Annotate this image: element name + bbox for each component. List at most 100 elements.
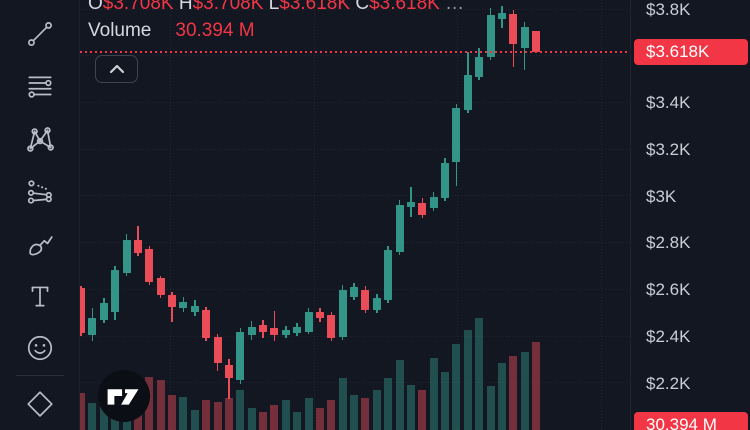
volume-bar (168, 394, 176, 430)
drawing-toolbar (0, 0, 80, 430)
price-axis-label: $2.2K (646, 373, 691, 393)
candle-body (293, 326, 302, 333)
volume-bar (441, 372, 449, 430)
price-axis-label: $3.4K (646, 93, 691, 112)
candle-body (520, 26, 529, 49)
candle-body (406, 202, 415, 207)
chart-pane[interactable]: O$3.708K H$3.708K L$3.618K C$3.618K … Vo… (80, 0, 630, 430)
candle-body (304, 311, 313, 333)
horizontal-gridline (80, 382, 630, 383)
volume-bar (99, 401, 108, 430)
volume-bar (315, 407, 324, 430)
volume-bar (80, 392, 85, 430)
prediction-measure-icon (25, 177, 55, 210)
volume-bar (429, 357, 438, 430)
close-label: C (355, 0, 370, 14)
horizontal-gridline (80, 9, 630, 10)
horizontal-gridline (80, 195, 630, 196)
candle-body (486, 15, 495, 57)
price-axis[interactable]: $3.618K 30.394 M $3.8K $3.4K $3.2K $3K $2.8K… (630, 0, 750, 430)
candle-body (452, 107, 461, 162)
prediction-measure-tool-button[interactable] (18, 171, 62, 215)
candle-body (190, 306, 199, 312)
emoji-tool-button[interactable] (18, 327, 62, 371)
collapse-legend-button[interactable] (95, 55, 138, 83)
volume-bar (486, 385, 495, 430)
candle-wick (273, 311, 276, 341)
volume-bar (384, 377, 393, 430)
candle-body (361, 289, 370, 311)
volume-bar (463, 330, 472, 430)
volume-bar (236, 390, 245, 430)
volume-bar (304, 397, 313, 430)
measure-diamond-icon (25, 388, 55, 421)
volume-bar (247, 407, 256, 430)
price-axis-label: $3K (646, 186, 677, 206)
close-value: $3.618K (369, 0, 440, 14)
vertical-gridline (457, 0, 458, 430)
horizontal-gridline (80, 55, 630, 56)
candle-body (88, 318, 97, 336)
candle-body (532, 30, 540, 52)
fib-retracement-tool-button[interactable] (18, 66, 62, 110)
volume-bar (281, 399, 290, 430)
low-value: $3.618K (279, 0, 351, 14)
price-axis-label: $2.8K (646, 233, 691, 253)
volume-bar (406, 385, 415, 430)
tradingview-logo[interactable] (97, 369, 151, 423)
current-price-badge-text: $3.618K (646, 41, 710, 61)
volume-bar (327, 399, 336, 430)
xabcd-pattern-icon (25, 125, 55, 158)
volume-bar (509, 355, 518, 430)
horizontal-gridline (80, 149, 630, 150)
volume-bar (259, 412, 267, 430)
candle-wick (171, 292, 173, 322)
price-axis-label: $2.4K (646, 326, 691, 346)
volume-bar (179, 396, 188, 430)
fib-retracement-icon (25, 72, 55, 105)
ohlc-legend: O$3.708K H$3.708K L$3.618K C$3.618K … (88, 0, 464, 15)
horizontal-gridline (80, 102, 630, 103)
candle-body (372, 297, 381, 311)
volume-bar (293, 412, 302, 430)
brush-icon (25, 229, 55, 262)
candle-body (463, 74, 472, 110)
volume-bar (475, 317, 484, 430)
candle-body (509, 13, 518, 45)
horizontal-gridline (80, 336, 630, 337)
candle-body (441, 163, 449, 199)
high-label: H (178, 0, 193, 14)
volume-bar (156, 379, 165, 430)
candle-body (281, 329, 290, 336)
legend-more-ellipsis[interactable]: … (445, 0, 465, 14)
open-label: O (88, 0, 103, 14)
volume-bar (452, 344, 461, 430)
xabcd-pattern-tool-button[interactable] (18, 119, 62, 163)
text-tool-button[interactable] (18, 275, 62, 319)
volume-bar (520, 352, 529, 430)
measure-tool-button[interactable] (18, 382, 62, 426)
candle-body (156, 278, 165, 295)
volume-bar (395, 359, 404, 430)
chevron-up-icon (109, 62, 125, 77)
volume-bar (88, 403, 97, 430)
current-price-badge: $3.618K (634, 38, 748, 65)
candle-body (475, 56, 484, 77)
toolbar-divider (15, 375, 64, 376)
volume-bar (190, 410, 199, 430)
candle-body (270, 328, 279, 336)
volume-bar (497, 363, 506, 430)
candle-body (111, 270, 120, 312)
brush-tool-button[interactable] (18, 223, 62, 267)
volume-bar (532, 342, 540, 430)
price-axis-label: $3.8K (646, 0, 691, 19)
candle-body (145, 249, 154, 282)
trend-line-tool-button[interactable] (18, 13, 62, 57)
volume-bar (145, 377, 154, 430)
candle-body (168, 294, 176, 308)
candle-body (418, 203, 427, 215)
volume-bar (361, 397, 370, 430)
volume-bar (224, 397, 233, 430)
price-axis-label: $2.6K (646, 280, 691, 299)
volume-bar (270, 405, 279, 430)
